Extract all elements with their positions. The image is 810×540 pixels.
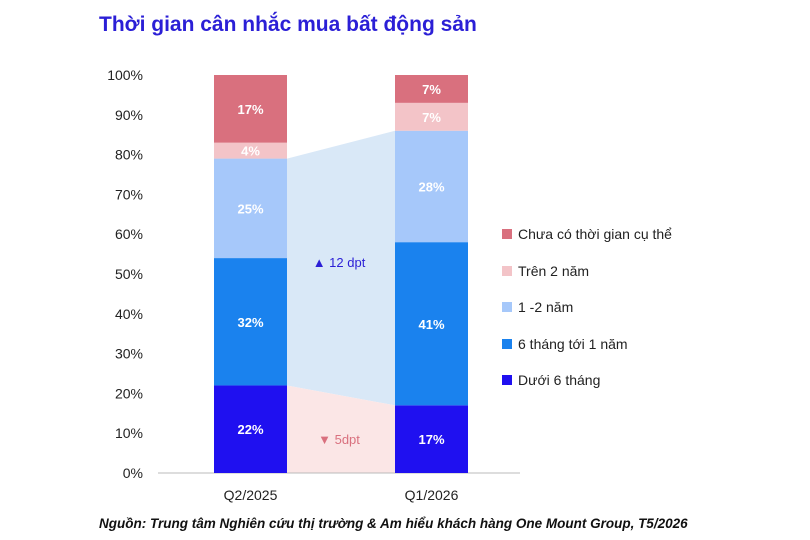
y-tick-label: 0% (123, 465, 143, 481)
y-tick-label: 50% (115, 266, 143, 282)
data-label: 22% (237, 422, 263, 437)
legend-swatch (502, 375, 512, 386)
x-tick-label: Q1/2026 (405, 487, 459, 503)
bar-segment-Q1-2026-1 (395, 405, 468, 473)
legend-swatch (502, 229, 512, 240)
data-label: 17% (237, 102, 263, 117)
legend-item: Dưới 6 tháng (502, 362, 672, 399)
bar-segment-Q2-2025-4 (214, 142, 287, 159)
chart-title: Thời gian cân nhắc mua bất động sản (99, 13, 477, 36)
connector-band-2 (287, 385, 395, 473)
bar-segment-Q2-2025-1 (214, 385, 287, 473)
legend-item: 1 -2 năm (502, 289, 672, 326)
legend-swatch (502, 338, 512, 349)
legend-label: 6 tháng tới 1 năm (518, 335, 628, 352)
connector-band-1 (287, 130, 395, 406)
legend-item: 6 tháng tới 1 năm (502, 326, 672, 363)
data-label: 4% (241, 144, 260, 159)
y-tick-label: 80% (115, 147, 143, 163)
bar-segment-Q2-2025-3 (214, 158, 287, 259)
bar-segment-Q2-2025-2 (214, 258, 287, 386)
chart-legend: Chưa có thời gian cụ thể Trên 2 năm 1 -2 n… (502, 216, 672, 399)
source-note: Nguồn: Trung tâm Nghiên cứu thị trường &… (99, 516, 688, 531)
y-tick-label: 40% (115, 306, 143, 322)
y-tick-label: 70% (115, 186, 143, 202)
y-tick-label: 30% (115, 346, 143, 362)
data-label: 28% (418, 179, 444, 194)
y-tick-label: 60% (115, 226, 143, 242)
y-tick-label: 10% (115, 425, 143, 441)
bar-segment-Q1-2026-2 (395, 242, 468, 406)
data-label: 41% (418, 317, 444, 332)
data-label: 25% (237, 201, 263, 216)
legend-swatch (502, 265, 512, 276)
bar-segment-Q1-2026-3 (395, 130, 468, 243)
legend-item: Chưa có thời gian cụ thể (502, 216, 672, 253)
bar-segment-Q2-2025-5 (214, 75, 287, 143)
change-annotation-1: ▲ 12 dpt (313, 255, 366, 270)
legend-swatch (502, 302, 512, 313)
x-tick-label: Q2/2025 (224, 487, 278, 503)
y-tick-label: 20% (115, 385, 143, 401)
legend-label: Trên 2 năm (518, 262, 590, 279)
change-annotation-2: ▼ 5dpt (318, 432, 360, 447)
bar-segment-Q1-2026-5 (395, 75, 468, 103)
data-label: 7% (422, 82, 441, 97)
y-tick-label: 100% (107, 67, 143, 83)
data-label: 32% (237, 315, 263, 330)
data-label: 7% (422, 110, 441, 125)
legend-label: 1 -2 năm (518, 299, 574, 316)
legend-item: Trên 2 năm (502, 253, 672, 290)
data-label: 17% (418, 432, 444, 447)
legend-label: Dưới 6 tháng (518, 372, 601, 389)
bar-segment-Q1-2026-4 (395, 102, 468, 131)
y-tick-label: 90% (115, 107, 143, 123)
legend-label: Chưa có thời gian cụ thể (518, 226, 672, 243)
